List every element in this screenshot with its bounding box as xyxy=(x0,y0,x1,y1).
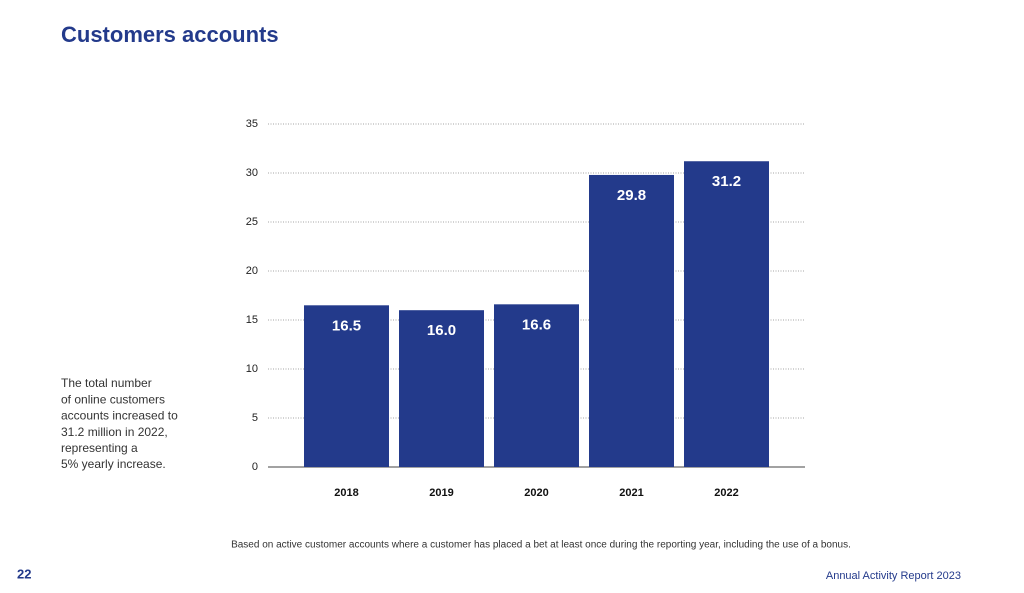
y-tick-label: 30 xyxy=(246,167,258,179)
value-label: 31.2 xyxy=(712,173,741,190)
y-tick-label: 0 xyxy=(252,461,258,473)
bar xyxy=(304,305,389,467)
side-note-line: 5% yearly increase. xyxy=(61,457,166,471)
y-tick-label: 10 xyxy=(246,363,258,375)
page-number: 22 xyxy=(17,566,31,581)
report-name: Annual Activity Report 2023 xyxy=(826,570,961,582)
x-tick-label: 2021 xyxy=(619,487,643,499)
bar xyxy=(399,310,484,467)
y-tick-label: 15 xyxy=(246,314,258,326)
x-tick-label: 2019 xyxy=(429,487,453,499)
y-tick-label: 35 xyxy=(246,118,258,130)
side-note-line: accounts increased to xyxy=(61,409,178,423)
y-tick-label: 25 xyxy=(246,216,258,228)
y-tick-label: 20 xyxy=(246,265,258,277)
side-note-line: 31.2 million in 2022, xyxy=(61,425,168,439)
chart-title: Customers accounts xyxy=(61,22,279,47)
side-note-line: representing a xyxy=(61,441,138,455)
value-label: 16.5 xyxy=(332,317,361,334)
side-note-line: of online customers xyxy=(61,392,165,406)
x-tick-label: 2018 xyxy=(334,487,358,499)
side-note-line: The total number xyxy=(61,376,152,390)
x-tick-label: 2022 xyxy=(714,487,738,499)
value-label: 29.8 xyxy=(617,187,646,204)
footnote: Based on active customer accounts where … xyxy=(231,540,851,551)
bar xyxy=(589,174,674,467)
value-label: 16.0 xyxy=(427,322,456,339)
y-tick-label: 5 xyxy=(252,412,258,424)
value-label: 16.6 xyxy=(522,316,551,333)
bar xyxy=(684,161,769,468)
bar xyxy=(494,304,579,467)
x-tick-label: 2020 xyxy=(524,487,548,499)
